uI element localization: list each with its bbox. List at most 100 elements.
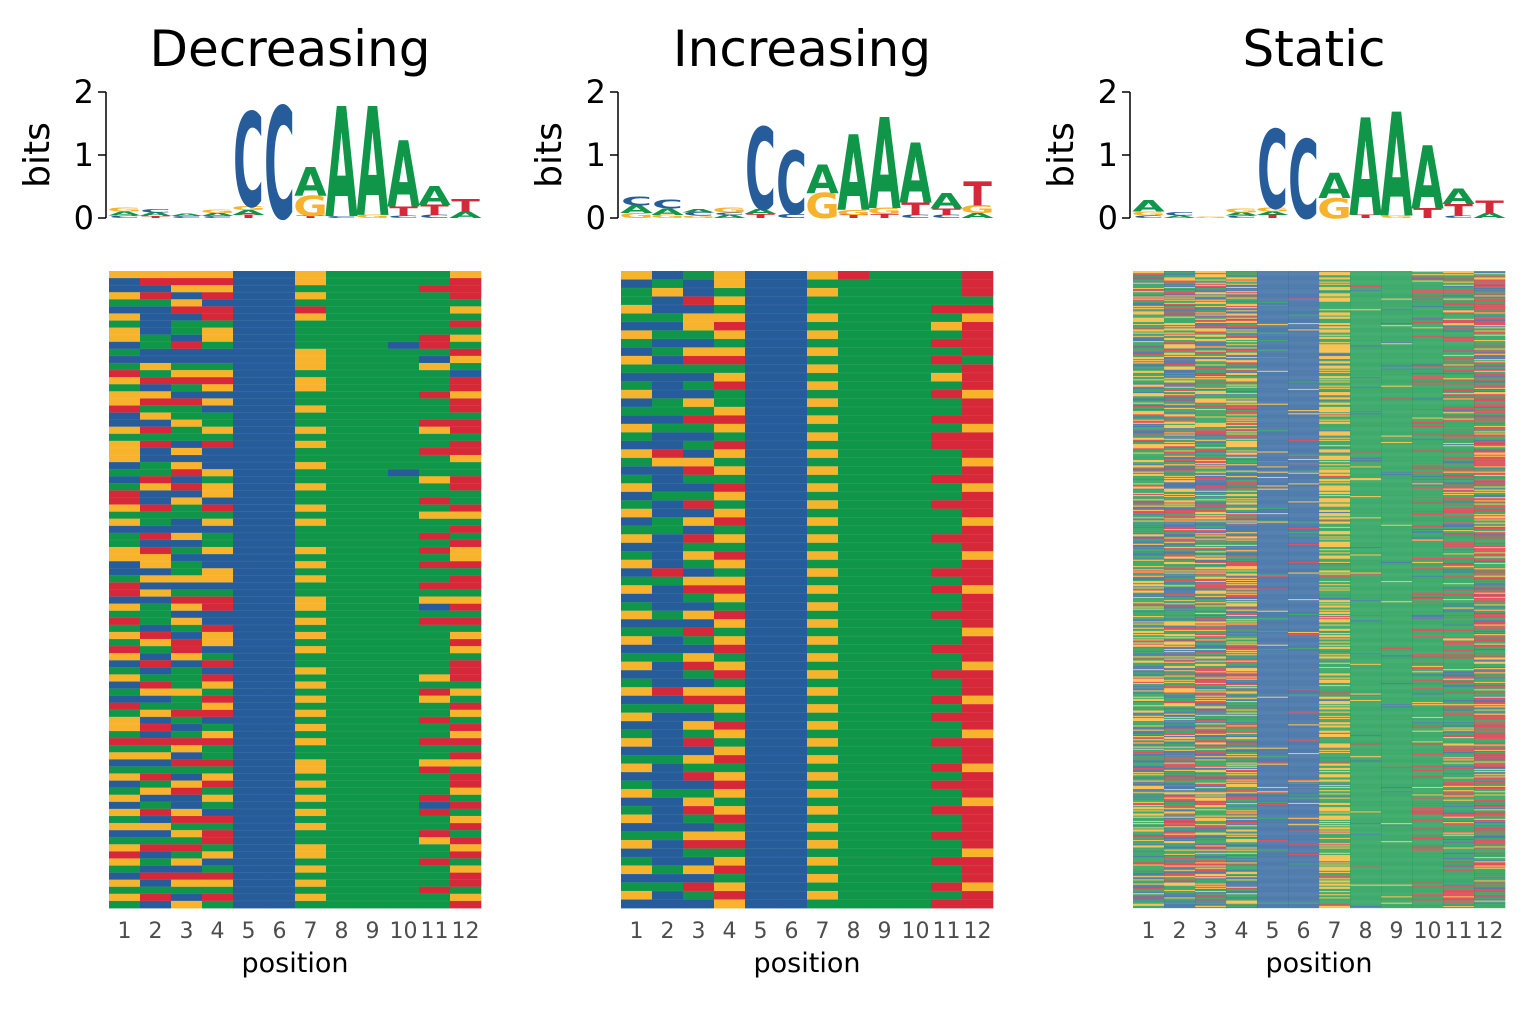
heatmap-cell-C (202, 582, 233, 589)
heatmap-cell-C (621, 415, 652, 424)
heatmap-cell-A (1412, 279, 1443, 280)
heatmap-cell-C (745, 381, 776, 390)
heatmap-cell-A (1226, 352, 1257, 353)
heatmap-cell-G (1319, 431, 1350, 432)
heatmap-cell-A (683, 636, 714, 645)
heatmap-cell-A (295, 837, 326, 844)
heatmap-cell-G (1195, 330, 1226, 331)
heatmap-cell-A (295, 490, 326, 497)
heatmap-cell-A (1474, 476, 1505, 477)
heatmap-cell-C (1164, 343, 1195, 344)
heatmap-cell-T (1474, 395, 1505, 396)
heatmap-cell-A (1195, 395, 1226, 396)
heatmap-cell-A (1350, 430, 1381, 431)
heatmap-cell-A (838, 364, 869, 373)
heatmap-cell-A (202, 540, 233, 547)
heatmap-cell-A (388, 441, 419, 448)
heatmap-cell-A (388, 625, 419, 632)
heatmap-cell-C (1226, 367, 1257, 368)
heatmap-cell-C (233, 830, 264, 837)
heatmap-cell-T (1133, 274, 1164, 275)
heatmap-cell-C (264, 497, 295, 504)
heatmap-cell-A (1133, 337, 1164, 338)
heatmap-cell-T (450, 405, 481, 412)
heatmap-cell-A (1164, 440, 1195, 441)
heatmap-cell-A (295, 887, 326, 894)
heatmap-cell-C (1288, 491, 1319, 492)
heatmap-cell-A (1164, 332, 1195, 333)
heatmap-cell-A (900, 900, 931, 909)
heatmap-cell-G (1164, 494, 1195, 495)
heatmap-cell-T (1288, 440, 1319, 441)
heatmap-cell-A (900, 475, 931, 484)
heatmap-cell-C (1195, 389, 1226, 390)
heatmap-cell-C (140, 313, 171, 320)
x-axis-label: position (242, 948, 349, 979)
heatmap-cell-A (1195, 357, 1226, 358)
heatmap-cell-A (714, 738, 745, 747)
heatmap-cell-C (1288, 472, 1319, 473)
heatmap-cell-C (776, 857, 807, 866)
panel-title: Decreasing (150, 20, 431, 78)
heatmap-cell-C (1288, 326, 1319, 327)
heatmap-cell-G (1164, 476, 1195, 477)
heatmap-cell-C (1195, 451, 1226, 452)
heatmap-cell-G (1319, 489, 1350, 490)
heatmap-cell-A (140, 462, 171, 469)
heatmap-cell-C (776, 475, 807, 484)
heatmap-cell-T (1226, 430, 1257, 431)
heatmap-cell-A (1164, 318, 1195, 319)
heatmap-cell-C (140, 866, 171, 873)
heatmap-cell-A (1350, 370, 1381, 371)
heatmap-cell-G (1226, 393, 1257, 394)
heatmap-cell-T (1443, 468, 1474, 469)
heatmap-cell-C (233, 427, 264, 434)
heatmap-cell-T (140, 632, 171, 639)
heatmap-cell-C (1257, 295, 1288, 296)
heatmap-cell-T (1443, 278, 1474, 279)
heatmap-cell-A (1195, 396, 1226, 397)
heatmap-cell-G (621, 636, 652, 645)
heatmap-cell-A (1164, 507, 1195, 508)
heatmap-cell-C (264, 837, 295, 844)
heatmap-cell-G (1319, 287, 1350, 288)
heatmap-cell-C (1257, 283, 1288, 284)
heatmap-cell-G (171, 781, 202, 788)
heatmap-cell-A (1164, 477, 1195, 478)
heatmap-cell-C (1288, 487, 1319, 488)
heatmap-cell-T (1443, 477, 1474, 478)
heatmap-cell-T (931, 611, 962, 620)
x-tick-label: 7 (304, 919, 318, 944)
heatmap-cell-T (450, 738, 481, 745)
heatmap-cell-G (807, 857, 838, 866)
heatmap-cell-C (233, 455, 264, 462)
logo-y-tick-label: 1 (74, 136, 94, 174)
heatmap-cell-A (419, 568, 450, 575)
heatmap-cell-A (714, 628, 745, 637)
heatmap-cell-G (962, 424, 993, 433)
heatmap-cell-C (776, 441, 807, 450)
heatmap-cell-A (1133, 322, 1164, 323)
heatmap-cell-C (1443, 462, 1474, 463)
heatmap-cell-C (1257, 272, 1288, 273)
heatmap-cell-A (900, 577, 931, 586)
heatmap-cell-C (1257, 405, 1288, 406)
heatmap-cell-A (931, 891, 962, 900)
heatmap-cell-A (326, 660, 357, 667)
heatmap-cell-T (171, 597, 202, 604)
heatmap-cell-A (931, 874, 962, 883)
heatmap-cell-C (745, 441, 776, 450)
heatmap-cell-C (652, 483, 683, 492)
heatmap-cell-A (838, 543, 869, 552)
heatmap-cell-C (745, 738, 776, 747)
heatmap-cell-A (1133, 286, 1164, 287)
heatmap-cell-A (1443, 333, 1474, 334)
heatmap-cell-G (1226, 508, 1257, 509)
heatmap-cell-C (745, 696, 776, 705)
heatmap-cell-C (1288, 370, 1319, 371)
heatmap-cell-G (1195, 467, 1226, 468)
heatmap-cell-C (1257, 484, 1288, 485)
heatmap-cell-T (419, 738, 450, 745)
heatmap-cell-A (326, 490, 357, 497)
heatmap-cell-T (1319, 497, 1350, 498)
